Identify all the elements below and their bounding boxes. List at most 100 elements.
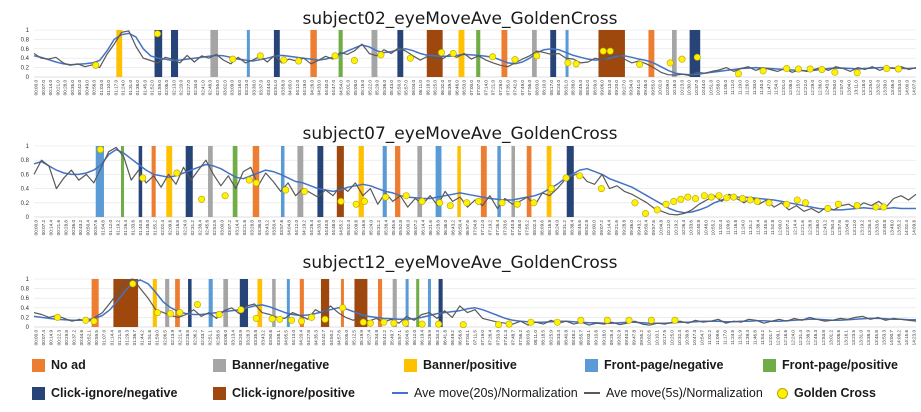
- x-tick-label: 13:33.6: [874, 220, 879, 236]
- x-tick-label: 07:56.2: [518, 330, 523, 346]
- x-tick-label: 00:42.0: [77, 80, 82, 96]
- x-tick-label: 10:40.8: [696, 220, 701, 236]
- y-tick-label: 0.4: [21, 187, 30, 193]
- ad-band-banner-positive: [358, 146, 364, 217]
- legend-item-banner-negative: Banner/negative: [213, 358, 329, 372]
- golden-cross-marker: [176, 309, 184, 317]
- ad-band-front-page-negative: [286, 279, 290, 327]
- x-tick-label: 14:02.4: [904, 220, 909, 236]
- x-tick-label: 08:16.8: [547, 220, 552, 236]
- ad-band-front-page-negative: [95, 146, 104, 217]
- golden-cross-marker: [377, 51, 385, 59]
- x-tick-label: 04:42.7: [321, 330, 326, 346]
- golden-cross-marker: [321, 315, 329, 323]
- x-tick-label: 10:12.0: [666, 220, 671, 236]
- x-tick-label: 00:14.4: [49, 220, 54, 236]
- x-tick-label: 12:01.7: [768, 330, 773, 346]
- golden-cross-marker: [245, 176, 253, 184]
- golden-cross-marker: [597, 185, 605, 193]
- x-tick-label: 02:13.0: [172, 80, 177, 96]
- figure: subject02_eyeMoveAve_GoldenCross 0 0.2 0.4 0…: [21, 9, 917, 346]
- golden-cross-marker: [693, 53, 701, 61]
- x-tick-label: 05:31.2: [376, 220, 381, 236]
- x-tick-label: 03:50.4: [272, 220, 277, 236]
- x-tick-label: 05:38.4: [383, 220, 388, 236]
- ad-band-no-ad: [395, 146, 401, 217]
- y-tick-label: 0.2: [21, 201, 30, 207]
- x-tick-label: 13:46.0: [890, 80, 895, 96]
- x-tick-label: 02:36.2: [193, 330, 198, 346]
- x-tick-label: 07:49.0: [520, 80, 525, 96]
- x-tick-label: 08:18.5: [541, 330, 546, 346]
- x-tick-label: 10:16.0: [672, 80, 677, 96]
- x-tick-label: 00:07.4: [41, 330, 46, 346]
- golden-cross-marker: [684, 193, 692, 201]
- x-tick-label: 08:24.0: [556, 80, 561, 96]
- x-tick-label: 12:08.0: [788, 80, 793, 96]
- golden-cross-marker: [418, 197, 426, 205]
- golden-cross-marker: [794, 65, 802, 73]
- x-tick-label: 04:57.6: [336, 330, 341, 346]
- ad-band-front-page-positive: [416, 279, 420, 327]
- x-tick-label: 02:21.4: [177, 330, 182, 346]
- x-tick-label: 00:49.0: [84, 80, 89, 96]
- x-tick-label: 11:31.2: [748, 220, 753, 235]
- x-tick-label: 08:55.7: [579, 330, 584, 346]
- x-tick-label: 13:39.0: [883, 80, 888, 96]
- golden-cross-marker: [834, 200, 842, 208]
- x-tick-label: 00:59.5: [94, 330, 99, 346]
- x-tick-label: 09:06.0: [600, 80, 605, 96]
- x-tick-label: 10:09.0: [665, 80, 670, 96]
- x-tick-label: 06:11.0: [418, 80, 423, 95]
- x-tick-label: 00:14.9: [49, 330, 54, 346]
- golden-cross-marker: [390, 319, 398, 327]
- golden-cross-marker: [783, 65, 791, 73]
- x-tick-label: 09:20.0: [614, 80, 619, 96]
- x-tick-label: 12:50.0: [832, 80, 837, 96]
- x-tick-label: 12:09.1: [775, 330, 780, 346]
- x-tick-label: 05:27.4: [367, 330, 372, 346]
- x-tick-label: 08:03.6: [526, 330, 531, 346]
- legend-swatch-click-ignore-positive: [213, 386, 226, 400]
- x-tick-label: 13:11.0: [854, 80, 859, 95]
- x-tick-label: 00:35.0: [70, 80, 75, 96]
- x-tick-label: 05:01.0: [346, 80, 351, 96]
- x-tick-label: 01:55.2: [153, 220, 158, 236]
- x-tick-label: 06:04.6: [405, 330, 410, 346]
- x-tick-label: 09:00.0: [592, 220, 597, 236]
- x-tick-label: 00:44.6: [79, 330, 84, 346]
- y-tick-label: 0.4: [21, 306, 30, 312]
- golden-cross-marker: [642, 209, 650, 217]
- x-tick-label: 06:36.0: [443, 220, 448, 236]
- x-tick-label: 14:09.6: [912, 220, 917, 236]
- x-tick-label: 04:40.8: [324, 220, 329, 236]
- x-tick-label: 12:28.8: [807, 220, 812, 236]
- x-tick-label: 13:12.0: [852, 220, 857, 236]
- x-tick-label: 03:00.0: [220, 220, 225, 236]
- golden-cross-marker: [449, 49, 457, 57]
- golden-cross-marker: [547, 185, 555, 193]
- golden-cross-marker: [298, 317, 306, 325]
- golden-cross-marker: [564, 59, 572, 67]
- y-tick-label: 1: [26, 28, 30, 34]
- x-tick-label: 01:38.0: [135, 80, 140, 96]
- golden-cross-marker: [446, 202, 454, 210]
- ad-band-no-ad: [377, 279, 383, 327]
- x-tick-label: 11:12.0: [730, 80, 735, 95]
- x-tick-label: 01:36.7: [132, 330, 137, 346]
- ad-band-banner-negative: [165, 279, 170, 327]
- x-tick-label: 11:16.8: [733, 220, 738, 235]
- golden-cross-marker: [562, 174, 570, 182]
- x-tick-label: 14:00.0: [904, 80, 909, 96]
- x-tick-label: 02:43.7: [200, 330, 205, 346]
- x-tick-label: 02:27.0: [186, 80, 191, 96]
- golden-cross-marker: [625, 316, 633, 324]
- x-tick-label: 14:15.6: [904, 330, 909, 346]
- x-tick-label: 04:40.0: [324, 80, 329, 96]
- x-tick-label: 01:26.4: [123, 220, 128, 236]
- golden-cross-marker: [653, 206, 661, 214]
- x-tick-label: 12:00.0: [778, 220, 783, 236]
- x-tick-label: 11:54.0: [774, 80, 779, 95]
- golden-cross-marker: [256, 52, 264, 60]
- x-tick-label: 09:14.4: [607, 220, 612, 236]
